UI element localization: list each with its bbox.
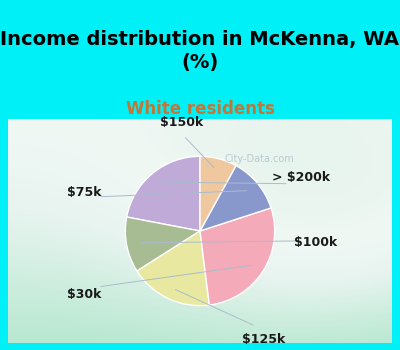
Wedge shape: [125, 217, 200, 271]
Wedge shape: [137, 231, 209, 306]
Text: City-Data.com: City-Data.com: [224, 154, 294, 164]
Text: > $200k: > $200k: [272, 171, 330, 184]
Text: White residents: White residents: [126, 99, 274, 118]
Text: $30k: $30k: [67, 288, 102, 301]
Wedge shape: [200, 166, 271, 231]
Wedge shape: [127, 156, 200, 231]
Text: $100k: $100k: [294, 236, 337, 249]
Text: Income distribution in McKenna, WA
(%): Income distribution in McKenna, WA (%): [0, 29, 400, 72]
Wedge shape: [200, 208, 275, 305]
Wedge shape: [200, 156, 236, 231]
Text: $125k: $125k: [242, 333, 285, 346]
Text: $150k: $150k: [160, 116, 203, 129]
Text: $75k: $75k: [67, 186, 102, 199]
